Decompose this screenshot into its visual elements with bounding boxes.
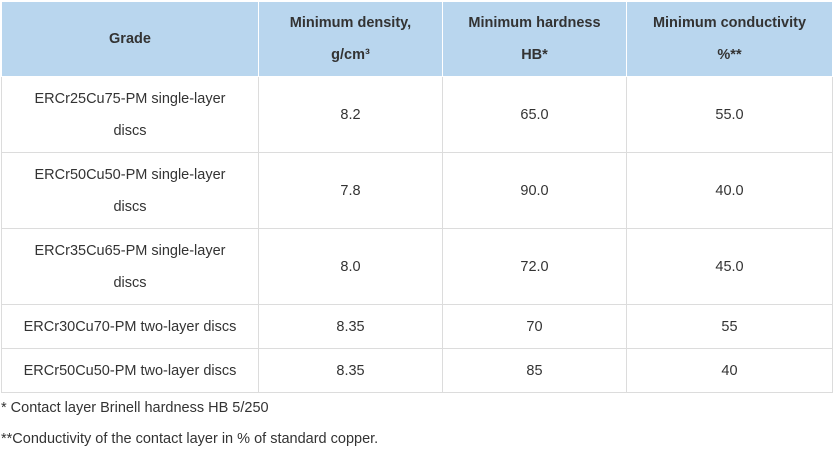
cell-conductivity: 40.0 [626,152,833,229]
table-row: ERCr35Cu65-PM single-layer discs 8.0 72.… [1,228,833,305]
table-row: ERCr50Cu50-PM single-layer discs 7.8 90.… [1,152,833,229]
cell-density: 8.35 [258,348,443,393]
cell-grade: ERCr50Cu50-PM single-layer discs [1,152,259,229]
header-min-hardness: Minimum hardness HB* [442,1,627,77]
specifications-table: Grade Minimum density, g/cm³ Minimum har… [1,1,833,393]
header-min-conductivity-line1: Minimum conductivity [652,15,807,31]
footnote-hardness: * Contact layer Brinell hardness HB 5/25… [1,400,269,416]
table-header-row: Grade Minimum density, g/cm³ Minimum har… [1,1,833,77]
cell-conductivity: 40 [626,348,833,393]
cell-hardness: 65.0 [442,76,627,153]
cell-density: 8.35 [258,304,443,349]
footnote-conductivity: **Conductivity of the contact layer in %… [1,431,379,447]
header-min-density: Minimum density, g/cm³ [258,1,443,77]
header-grade: Grade [1,1,259,77]
header-min-conductivity-line2: %** [717,47,742,63]
cell-grade: ERCr30Cu70-PM two-layer discs [1,304,259,349]
cell-grade: ERCr35Cu65-PM single-layer discs [1,228,259,305]
cell-hardness: 90.0 [442,152,627,229]
cell-density: 8.0 [258,228,443,305]
cell-density: 7.8 [258,152,443,229]
header-min-density-line1: Minimum density, [289,15,412,31]
header-min-density-line2: g/cm³ [331,47,370,63]
cell-density: 8.2 [258,76,443,153]
cell-conductivity: 55.0 [626,76,833,153]
table-row: ERCr50Cu50-PM two-layer discs 8.35 85 40 [1,348,833,393]
header-grade-label: Grade [109,31,151,47]
cell-grade: ERCr25Cu75-PM single-layer discs [1,76,259,153]
cell-conductivity: 55 [626,304,833,349]
cell-conductivity: 45.0 [626,228,833,305]
header-min-hardness-line2: HB* [521,47,548,63]
header-min-hardness-line1: Minimum hardness [468,15,601,31]
cell-hardness: 70 [442,304,627,349]
footnotes: * Contact layer Brinell hardness HB 5/25… [0,393,833,455]
table-row: ERCr30Cu70-PM two-layer discs 8.35 70 55 [1,304,833,349]
header-min-conductivity: Minimum conductivity %** [626,1,833,77]
table-row: ERCr25Cu75-PM single-layer discs 8.2 65.… [1,76,833,153]
cell-hardness: 85 [442,348,627,393]
cell-grade: ERCr50Cu50-PM two-layer discs [1,348,259,393]
cell-hardness: 72.0 [442,228,627,305]
